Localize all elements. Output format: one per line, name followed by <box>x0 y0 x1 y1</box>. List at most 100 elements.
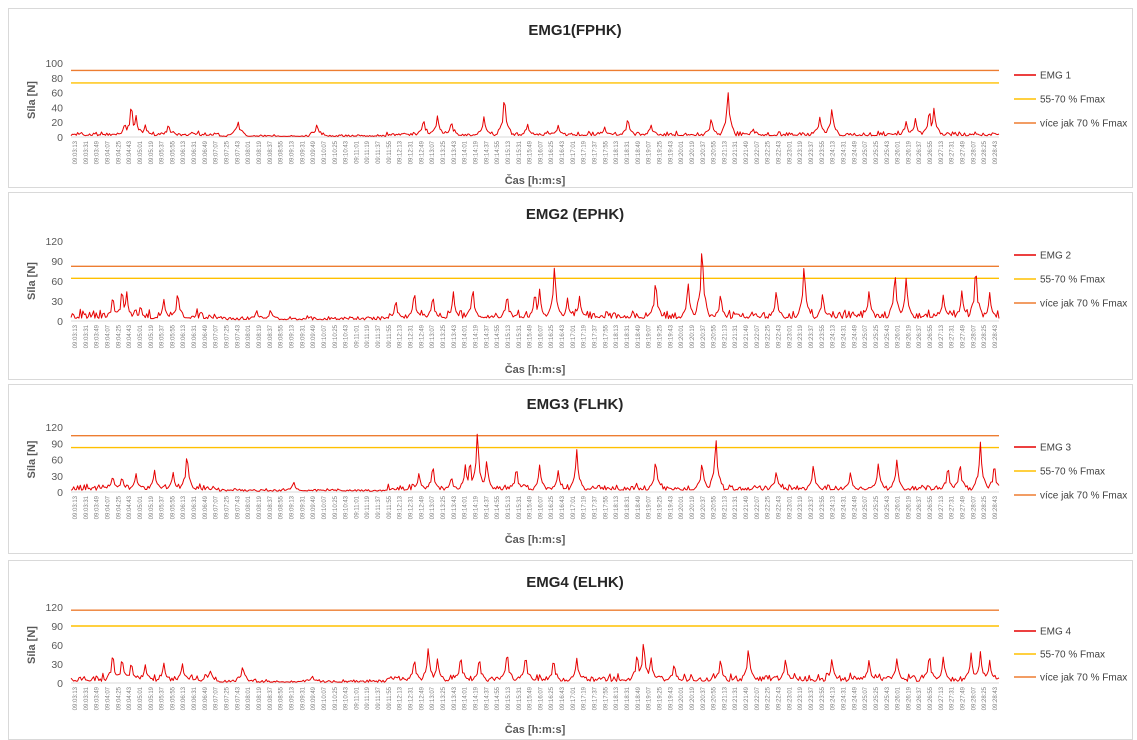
emg4-x-tick-label: 09:07:25 <box>225 686 231 710</box>
emg2-x-tick-label: 09:12:49 <box>419 324 425 348</box>
emg3-series-line <box>70 433 1000 492</box>
emg3-x-tick-label: 09:09:13 <box>290 495 296 519</box>
emg3-x-tick-label: 09:20:19 <box>690 495 696 519</box>
emg4-x-tick-label: 09:10:07 <box>322 686 328 710</box>
emg1-x-tick-label: 09:17:19 <box>582 140 588 164</box>
emg1-x-tick-label: 09:03:13 <box>73 140 79 164</box>
emg2-x-tick-label: 09:08:01 <box>246 324 252 348</box>
emg1-legend-band-55-70-label: 55-70 % Fmax <box>1040 95 1105 106</box>
emg2-x-tick-label: 09:10:25 <box>333 324 339 348</box>
emg3-x-tick-label: 09:21:49 <box>744 495 750 519</box>
emg1-x-tick-label: 09:28:43 <box>993 140 999 164</box>
emg2-x-tick-label: 09:28:43 <box>993 324 999 348</box>
emg4-x-tick-label: 09:19:07 <box>647 686 653 710</box>
emg1-x-tick-label: 09:12:13 <box>398 140 404 164</box>
emg4-x-tick-label: 09:28:43 <box>993 686 999 710</box>
emg1-y-tick-label: 0 <box>57 132 63 144</box>
emg4-x-tick-label: 09:08:37 <box>268 686 274 710</box>
emg4-x-tick-label: 09:19:25 <box>658 686 664 710</box>
emg1-x-tick-label: 09:10:43 <box>344 140 350 164</box>
emg3-x-tick-label: 09:21:13 <box>722 495 728 519</box>
emg3-y-tick-label: 30 <box>51 471 63 483</box>
emg2-x-tick-label: 09:11:01 <box>354 324 360 348</box>
emg2-x-tick-label: 09:16:07 <box>538 324 544 348</box>
emg3-x-tick-label: 09:24:13 <box>831 495 837 519</box>
emg3-chart-title: EMG3 (FLHK) <box>527 396 624 413</box>
emg2-x-tick-label: 09:12:13 <box>398 324 404 348</box>
emg2-x-tick-label: 09:09:49 <box>311 324 317 348</box>
emg3-x-tick-label: 09:28:43 <box>993 495 999 519</box>
emg2-x-tick-label: 09:25:25 <box>874 324 880 348</box>
emg3-x-tick-label: 09:13:25 <box>441 495 447 519</box>
emg2-x-tick-label: 09:05:19 <box>149 324 155 348</box>
emg2-x-tick-label: 09:10:07 <box>322 324 328 348</box>
emg4-x-tick-label: 09:04:07 <box>106 686 112 710</box>
emg4-x-tick-label: 09:16:43 <box>560 686 566 710</box>
emg2-chart-title: EMG2 (EPHK) <box>526 206 624 223</box>
emg3-x-tick-label: 09:03:49 <box>95 495 101 519</box>
emg3-y-tick-label: 0 <box>57 487 63 499</box>
emg3-x-tick-label: 09:12:49 <box>419 495 425 519</box>
emg3-chart: EMG3 (FLHK) Síla [N] 0 30 60 90 120 09:03:13 09:… <box>26 396 1127 546</box>
emg2-x-tick-label: 09:18:31 <box>625 324 631 348</box>
emg3-x-tick-label: 09:22:43 <box>777 495 783 519</box>
emg4-x-tick-label: 09:05:19 <box>149 686 155 710</box>
emg1-chart-title: EMG1(FPHK) <box>528 22 621 39</box>
emg2-x-tick-label: 09:08:37 <box>268 324 274 348</box>
emg2-x-tick-label: 09:05:55 <box>170 324 176 348</box>
emg4-x-tick-label: 09:23:55 <box>820 686 826 710</box>
emg1-x-tick-label: 09:05:37 <box>160 140 166 164</box>
emg2-x-tick-label: 09:17:37 <box>593 324 599 348</box>
emg3-x-tick-label: 09:03:13 <box>73 495 79 519</box>
emg4-x-axis-label: Čas [h:m:s] <box>505 723 566 736</box>
emg3-y-axis-label: Síla [N] <box>26 440 38 478</box>
emg2-x-tick-label: 09:18:49 <box>636 324 642 348</box>
emg1-x-tick-label: 09:26:55 <box>928 140 934 164</box>
emg2-x-tick-label: 09:11:55 <box>387 324 393 348</box>
emg4-x-tick-label: 09:17:01 <box>571 686 577 710</box>
emg2-x-tick-label: 09:20:55 <box>712 324 718 348</box>
emg1-x-tick-label: 09:24:13 <box>831 140 837 164</box>
emg2-x-tick-label: 09:07:07 <box>214 324 220 348</box>
emg3-x-tick-label: 09:25:25 <box>874 495 880 519</box>
emg1-x-tick-label: 09:21:49 <box>744 140 750 164</box>
emg3-x-tick-label: 09:07:07 <box>214 495 220 519</box>
emg4-x-tick-label: 09:11:55 <box>387 686 393 710</box>
emg1-x-tick-label: 09:17:55 <box>603 140 609 164</box>
emg1-x-tick-label: 09:20:37 <box>701 140 707 164</box>
emg1-x-tick-label: 09:21:31 <box>733 140 739 164</box>
emg2-x-axis-label: Čas [h:m:s] <box>505 363 566 376</box>
emg1-x-tick-label: 09:11:19 <box>365 140 371 164</box>
emg2-x-tick-label: 09:17:01 <box>571 324 577 348</box>
emg4-y-axis-label: Síla [N] <box>26 626 38 664</box>
emg1-x-tick-label: 09:18:13 <box>614 140 620 164</box>
emg4-x-tick-label: 09:26:19 <box>906 686 912 710</box>
emg4-x-tick-label: 09:23:01 <box>787 686 793 710</box>
emg4-x-tick-label: 09:25:43 <box>885 686 891 710</box>
emg1-x-tick-label: 09:28:07 <box>971 140 977 164</box>
emg1-x-tick-label: 09:20:01 <box>679 140 685 164</box>
emg2-x-tick-label: 09:14:37 <box>484 324 490 348</box>
emg3-y-tick-label: 90 <box>51 438 63 450</box>
emg1-x-tick-label: 09:25:25 <box>874 140 880 164</box>
emg1-x-tick-label: 09:16:43 <box>560 140 566 164</box>
emg3-x-tick-label: 09:27:49 <box>961 495 967 519</box>
emg3-x-tick-label: 09:14:01 <box>463 495 469 519</box>
emg1-x-tick-label: 09:14:55 <box>495 140 501 164</box>
emg4-x-tick-label: 09:07:43 <box>235 686 241 710</box>
emg4-x-tick-label: 09:15:13 <box>506 686 512 710</box>
emg1-x-tick-label: 09:22:25 <box>766 140 772 164</box>
emg2-x-tick-label: 09:06:49 <box>203 324 209 348</box>
emg3-x-tick-label: 09:17:19 <box>582 495 588 519</box>
emg4-x-tick-label: 09:25:07 <box>863 686 869 710</box>
emg2-y-axis-label: Síla [N] <box>26 262 38 300</box>
emg4-legend-series-label: EMG 4 <box>1040 627 1072 638</box>
emg1-x-tick-label: 09:06:49 <box>203 140 209 164</box>
emg3-x-tick-label: 09:21:31 <box>733 495 739 519</box>
emg3-x-tick-label: 09:13:43 <box>452 495 458 519</box>
emg1-x-tick-label: 09:21:13 <box>722 140 728 164</box>
emg4-x-tick-label: 09:04:25 <box>116 686 122 710</box>
emg4-x-tick-label: 09:25:25 <box>874 686 880 710</box>
emg1-chart-panel: EMG1(FPHK) Síla [N] 0 20 40 60 80 100 09:03:13 09… <box>8 8 1133 188</box>
emg1-chart: EMG1(FPHK) Síla [N] 0 20 40 60 80 100 09:03:13 09… <box>26 22 1127 187</box>
